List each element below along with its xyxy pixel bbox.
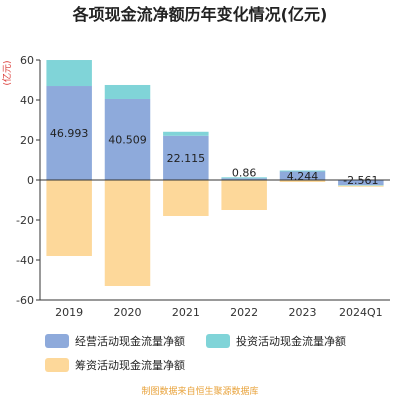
bar (279, 180, 326, 182)
y-tick-label: 20 (20, 134, 34, 147)
y-tick-label: 0 (27, 174, 34, 187)
bar (163, 135, 209, 180)
bar (163, 131, 209, 136)
data-label: 0.86 (232, 166, 257, 179)
y-axis-label: (亿元) (1, 60, 13, 85)
data-label: 46.993 (50, 127, 89, 140)
data-label: 4.244 (287, 170, 319, 183)
y-tick-label: 60 (20, 54, 34, 67)
bar (46, 180, 92, 256)
legend-swatch (45, 358, 69, 372)
bar (104, 180, 151, 286)
legend-label: 筹资活动现金流量净额 (75, 358, 185, 372)
x-tick-label: 2024Q1 (339, 306, 383, 319)
bar (221, 178, 267, 180)
bar (338, 180, 384, 186)
bar (163, 180, 209, 216)
legend-swatch (206, 334, 230, 348)
bar (338, 185, 384, 186)
x-tick-label: 2023 (289, 306, 317, 319)
legend-swatch (45, 334, 69, 348)
legend-label: 投资活动现金流量净额 (236, 334, 346, 348)
bar (104, 84, 151, 99)
bar (279, 171, 326, 180)
y-tick-label: 40 (20, 94, 34, 107)
y-tick-label: -60 (16, 294, 34, 307)
data-label: 22.115 (167, 152, 206, 165)
data-label: -2.561 (343, 174, 378, 187)
chart-title: 各项现金流净额历年变化情况(亿元) (72, 5, 328, 24)
bar (104, 98, 151, 180)
bar (221, 180, 267, 210)
bars-layer (46, 60, 384, 286)
x-tick-label: 2019 (55, 306, 83, 319)
x-tick-label: 2020 (114, 306, 142, 319)
y-tick-label: -40 (16, 254, 34, 267)
bar (46, 86, 92, 180)
footer-source: 制图数据来自恒生聚源数据库 (141, 385, 258, 397)
y-tick-label: -20 (16, 214, 34, 227)
data-label: 40.509 (108, 133, 147, 146)
bar (279, 170, 326, 172)
legend-label: 经营活动现金流量净额 (75, 334, 185, 348)
bar (221, 177, 267, 179)
data-labels-layer: 46.993 40.509 22.115 0.86 4.244 -2.561 (50, 127, 379, 187)
bar (338, 185, 384, 187)
bar (46, 60, 92, 87)
axes-layer: 60 40 20 0 -20 -40 -60 2019 2020 2021 2022 2023 2024… (16, 54, 390, 319)
x-tick-label: 2021 (172, 306, 200, 319)
x-tick-label: 2022 (230, 306, 258, 319)
